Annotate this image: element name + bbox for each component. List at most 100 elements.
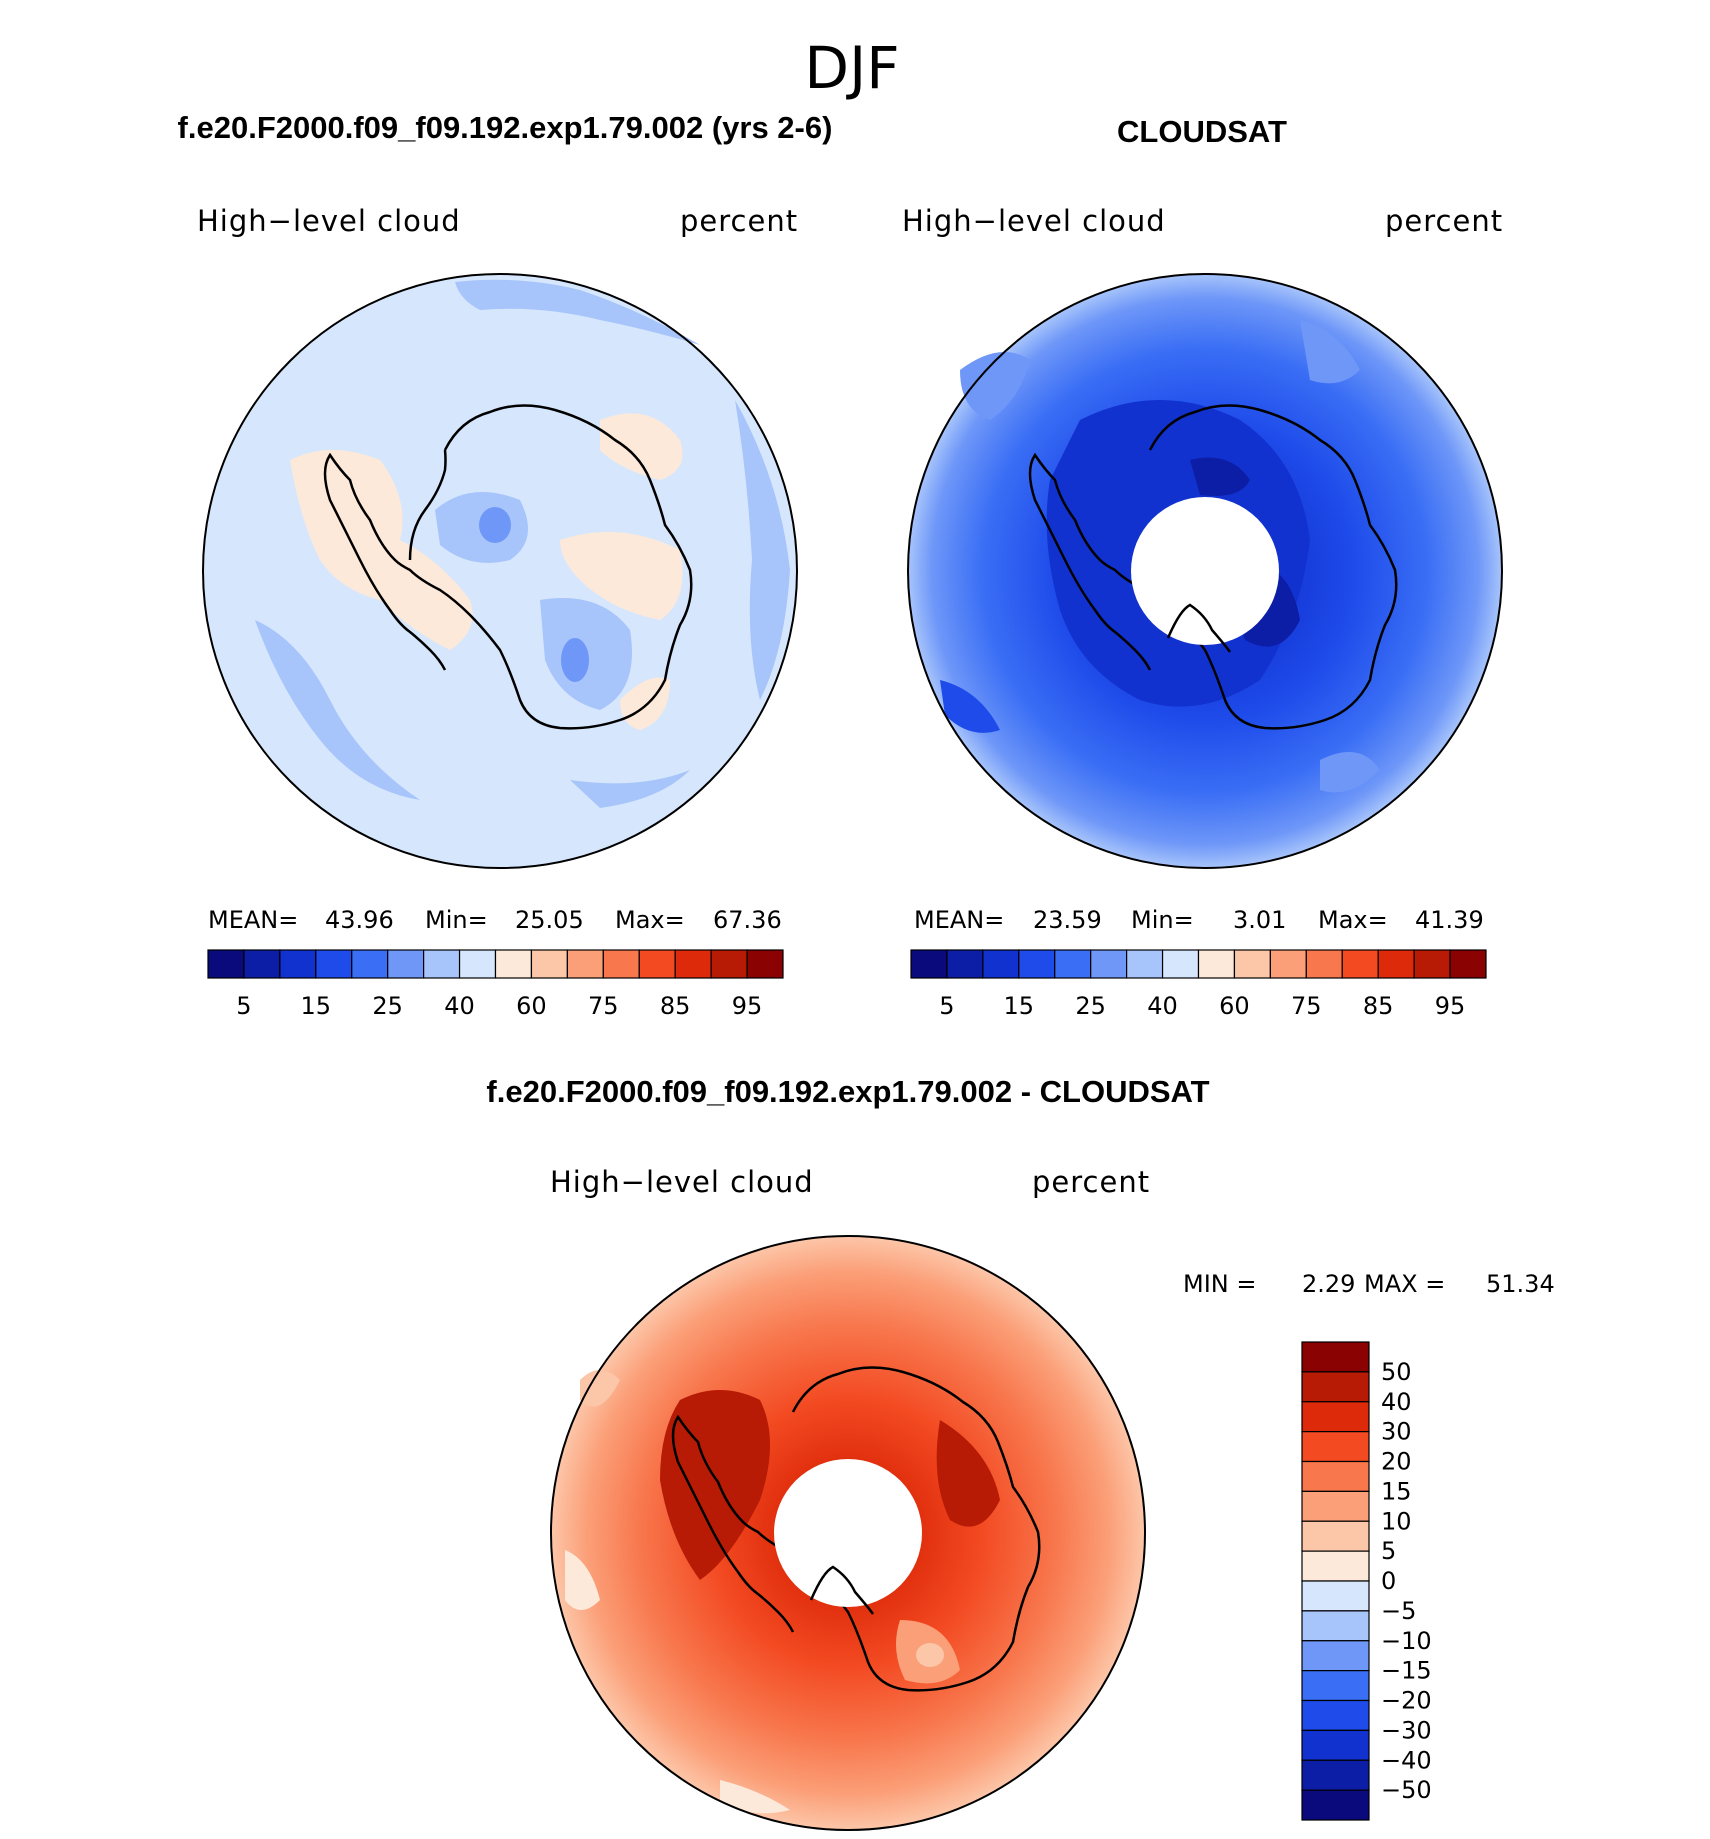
stat-max-label: Max= bbox=[615, 906, 685, 934]
colorbar-tick-label: 50 bbox=[1381, 1358, 1412, 1386]
colorbar-segment bbox=[315, 949, 353, 979]
colorbar-segment bbox=[1301, 1401, 1370, 1433]
stat-min-label: Min= bbox=[425, 906, 488, 934]
map-obs-patch bbox=[960, 352, 1030, 420]
colorbar-segment bbox=[1341, 949, 1379, 979]
colorbar-segment bbox=[746, 949, 784, 979]
map-model-patch bbox=[600, 413, 683, 480]
colorbar-segment bbox=[1301, 1699, 1370, 1731]
colorbar-tick-label: 60 bbox=[516, 992, 547, 1020]
colorbar-segment bbox=[1301, 1640, 1370, 1672]
panel-difference-variable: High−level cloud bbox=[550, 1165, 814, 1199]
colorbar-segment bbox=[1054, 949, 1092, 979]
map-difference-pole-hole bbox=[774, 1459, 922, 1607]
panel-model-header: f.e20.F2000.f09_f09.192.exp1.79.002 (yrs… bbox=[178, 110, 833, 145]
map-model-patch bbox=[479, 507, 511, 543]
panel-difference: f.e20.F2000.f09_f09.192.exp1.79.002 - CL… bbox=[486, 1074, 1555, 1831]
colorbar-segment bbox=[566, 949, 604, 979]
colorbar-tick-label: 20 bbox=[1381, 1448, 1412, 1476]
panel-obs-units: percent bbox=[1385, 204, 1503, 238]
stat-mean-value: 43.96 bbox=[325, 906, 394, 934]
colorbar-segment bbox=[1301, 1520, 1370, 1552]
colorbar-segment bbox=[946, 949, 984, 979]
panel-obs: CLOUDSAT High−level cloud percent MEAN= … bbox=[902, 114, 1503, 1020]
map-model-disc bbox=[203, 274, 797, 868]
colorbar-segment bbox=[1377, 949, 1415, 979]
panel-model-units: percent bbox=[680, 204, 798, 238]
map-model-patch bbox=[560, 532, 683, 620]
panel-obs-header: CLOUDSAT bbox=[1117, 114, 1287, 149]
colorbar-tick-label: −30 bbox=[1381, 1716, 1432, 1744]
colorbar-segment bbox=[1305, 949, 1343, 979]
colorbar-tick-label: 40 bbox=[1381, 1388, 1412, 1416]
colorbar-obs bbox=[910, 949, 1487, 979]
colorbar-tick-label: 10 bbox=[1381, 1507, 1412, 1535]
colorbar-segment bbox=[1301, 1610, 1370, 1642]
colorbar-segment bbox=[1197, 949, 1236, 979]
map-difference-patch bbox=[720, 1780, 790, 1814]
colorbar-tick-label: 25 bbox=[372, 992, 403, 1020]
colorbar-tick-label: 5 bbox=[236, 992, 251, 1020]
map-obs-coastline-inner bbox=[1166, 603, 1232, 653]
colorbar-tick-label: −5 bbox=[1381, 1597, 1416, 1625]
stat-mean-label: MEAN= bbox=[914, 906, 1004, 934]
colorbar-segment bbox=[1161, 949, 1200, 979]
colorbar-segment bbox=[1126, 949, 1164, 979]
map-obs-patch bbox=[1300, 320, 1360, 384]
colorbar-segment bbox=[982, 949, 1020, 979]
colorbar-segment bbox=[1301, 1371, 1370, 1403]
difference-min-label: MIN = bbox=[1183, 1270, 1256, 1298]
map-obs bbox=[907, 273, 1503, 869]
map-difference-patch bbox=[565, 1550, 600, 1610]
stat-max-value: 41.39 bbox=[1415, 906, 1484, 934]
colorbar-segment bbox=[1301, 1341, 1370, 1373]
difference-max-label: MAX = bbox=[1364, 1270, 1445, 1298]
colorbar-segment bbox=[1301, 1729, 1370, 1761]
colorbar-segment bbox=[1413, 949, 1451, 979]
colorbar-tick-label: 15 bbox=[1004, 992, 1035, 1020]
colorbar-model-ticks: 5 15 25 40 60 75 85 95 bbox=[236, 992, 762, 1020]
map-difference-coastline-inner bbox=[809, 1565, 875, 1615]
colorbar-segment bbox=[1301, 1789, 1370, 1821]
colorbar-tick-label: −40 bbox=[1381, 1746, 1432, 1774]
colorbar-segment bbox=[602, 949, 640, 979]
colorbar-tick-label: 5 bbox=[1381, 1537, 1396, 1565]
map-obs-patch bbox=[1190, 457, 1250, 496]
colorbar-segment bbox=[207, 949, 245, 979]
colorbar-tick-label: 95 bbox=[732, 992, 763, 1020]
colorbar-segment bbox=[494, 949, 533, 979]
map-obs-patch bbox=[940, 680, 1000, 733]
colorbar-segment bbox=[1018, 949, 1056, 979]
stat-min-value: 25.05 bbox=[515, 906, 584, 934]
colorbar-segment bbox=[1301, 1670, 1370, 1702]
stat-min-label: Min= bbox=[1131, 906, 1194, 934]
colorbar-tick-label: 60 bbox=[1219, 992, 1250, 1020]
map-difference-border bbox=[550, 1235, 1146, 1831]
colorbar-segment bbox=[1233, 949, 1271, 979]
map-difference-patch bbox=[580, 1370, 620, 1407]
stat-mean-value: 23.59 bbox=[1033, 906, 1102, 934]
map-model-patch bbox=[570, 770, 690, 808]
colorbar-segment bbox=[458, 949, 497, 979]
colorbar-segment bbox=[1301, 1550, 1370, 1582]
panel-difference-header: f.e20.F2000.f09_f09.192.exp1.79.002 - CL… bbox=[486, 1074, 1209, 1109]
colorbar-tick-label: 15 bbox=[301, 992, 332, 1020]
colorbar-tick-label: 75 bbox=[588, 992, 619, 1020]
colorbar-tick-label: −50 bbox=[1381, 1776, 1432, 1804]
map-model-coastline bbox=[323, 404, 693, 730]
map-model-patch bbox=[290, 450, 473, 650]
colorbar-obs-ticks: 5 15 25 40 60 75 85 95 bbox=[939, 992, 1465, 1020]
colorbar-segment bbox=[910, 949, 948, 979]
colorbar-tick-label: 25 bbox=[1075, 992, 1106, 1020]
colorbar-segment bbox=[1301, 1759, 1370, 1791]
panel-difference-units: percent bbox=[1032, 1165, 1150, 1199]
colorbar-segment bbox=[423, 949, 461, 979]
panel-model-variable: High−level cloud bbox=[197, 204, 461, 238]
colorbar-segment bbox=[1301, 1490, 1370, 1522]
colorbar-tick-label: −20 bbox=[1381, 1687, 1432, 1715]
stat-mean-label: MEAN= bbox=[208, 906, 298, 934]
map-difference-patch bbox=[936, 1420, 1000, 1527]
colorbar-segment bbox=[710, 949, 748, 979]
colorbar-tick-label: −10 bbox=[1381, 1627, 1432, 1655]
map-difference-patch bbox=[916, 1643, 944, 1667]
